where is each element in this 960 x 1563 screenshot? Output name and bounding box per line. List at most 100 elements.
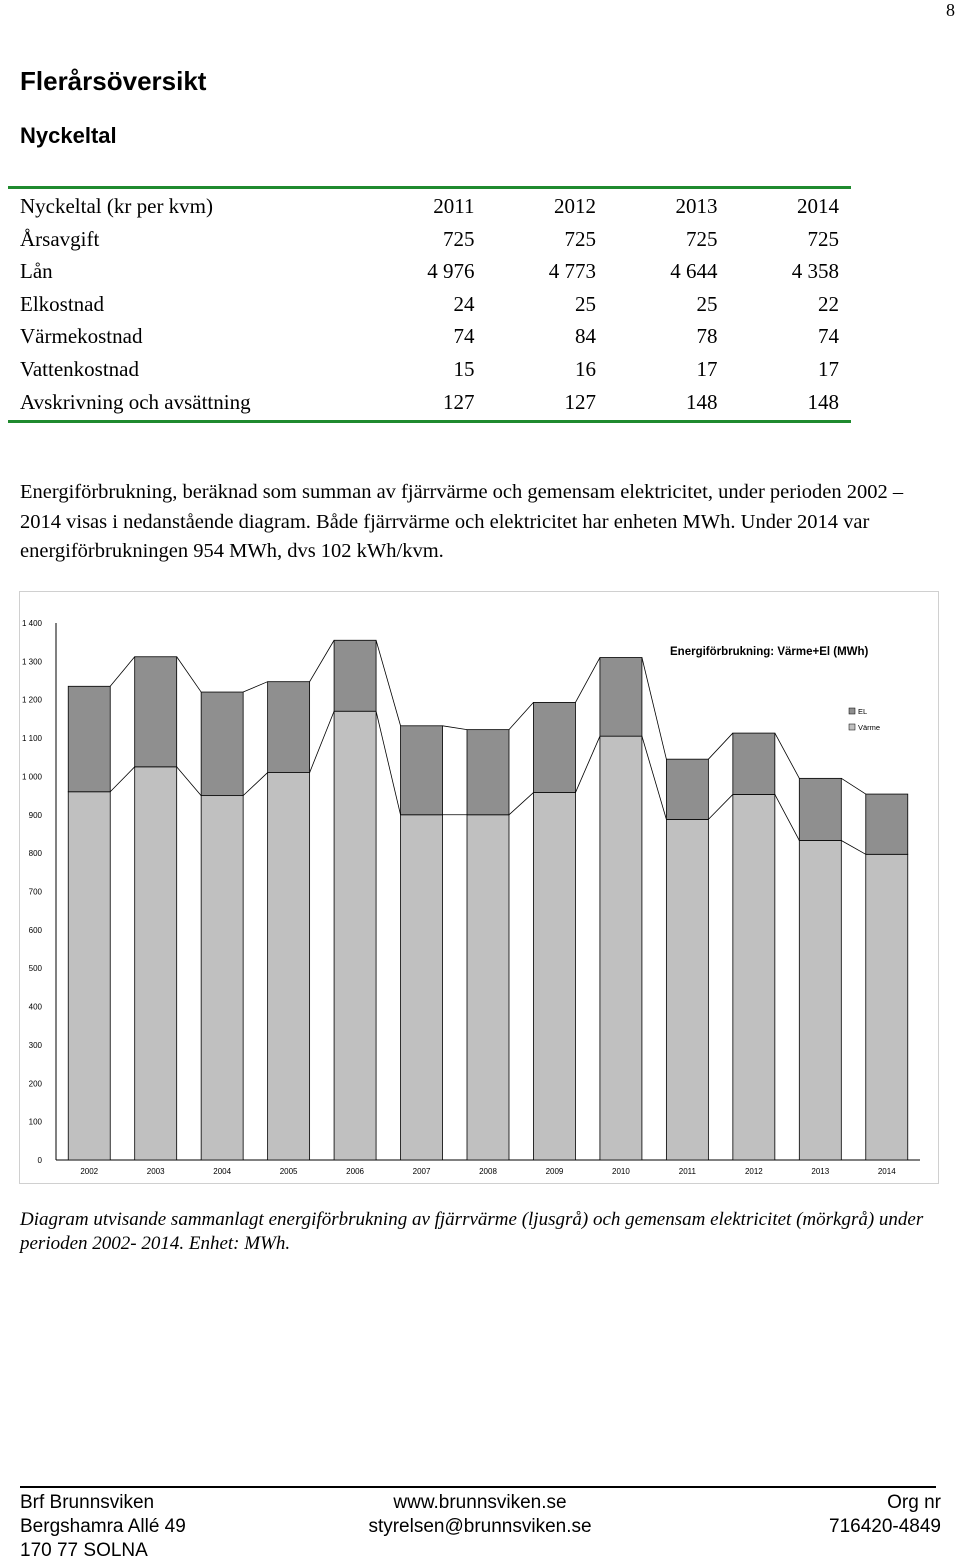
footer-right: Org nr 716420-4849 <box>829 1491 941 1539</box>
bar-varme <box>798 840 842 1161</box>
bar-el <box>798 777 842 841</box>
table-bottom-rule <box>8 420 851 423</box>
key-figures-table: Nyckeltal (kr per kvm) 2011 2012 2013 2014 År… <box>20 190 839 418</box>
y-tick-label: 1 300 <box>22 657 43 666</box>
bar-el <box>466 729 510 816</box>
y-tick-label: 100 <box>29 1118 43 1127</box>
y-tick-label: 700 <box>29 888 43 897</box>
footer-postcode: 170 77 SOLNA <box>20 1540 148 1561</box>
x-tick-label: 2009 <box>546 1167 564 1176</box>
cell-value: 74 <box>818 324 839 349</box>
energy-chart-frame <box>19 591 939 1184</box>
bar-varme <box>732 794 776 1161</box>
legend-label-el: EL <box>858 707 867 716</box>
connector-line <box>375 711 401 815</box>
cell-value: 725 <box>807 226 840 251</box>
cell-value: 127 <box>443 389 475 414</box>
connector-line <box>708 732 734 760</box>
x-tick-label: 2013 <box>811 1167 829 1176</box>
bar-varme <box>400 814 443 1161</box>
table-row: Avskrivning och avsättning 127 127 148 148 <box>20 386 839 419</box>
connector-line <box>309 711 335 773</box>
x-tick-label: 2010 <box>612 1167 630 1176</box>
y-tick-label: 400 <box>29 1003 43 1012</box>
cell-value: 15 <box>453 356 475 381</box>
cell-value: 725 <box>686 226 718 251</box>
bar-varme <box>333 710 377 1161</box>
x-tick-label: 2011 <box>679 1167 697 1176</box>
row-label: Nyckeltal (kr per kvm) <box>20 194 214 218</box>
connector-line <box>774 732 800 779</box>
cell-value: 4 358 <box>791 259 839 284</box>
footer-website[interactable]: www.brunnsviken.se <box>393 1492 567 1513</box>
bar-varme <box>466 814 510 1161</box>
table-row: Årsavgift 725 725 725 725 <box>20 223 839 256</box>
footer-address: Bergshamra Allé 49 <box>20 1516 186 1537</box>
y-tick-label: 900 <box>29 811 43 820</box>
x-tick-label: 2012 <box>745 1167 763 1176</box>
connector-line <box>575 735 601 793</box>
table-row: Elkostnad 24 25 25 22 <box>20 288 839 321</box>
cell-value: 24 <box>453 291 475 316</box>
bar-el <box>599 657 643 737</box>
row-label: Lån <box>20 259 53 284</box>
bar-el <box>267 681 311 773</box>
y-tick-label: 1 400 <box>22 619 43 628</box>
bar-varme <box>865 853 909 1161</box>
connector-line <box>841 840 866 855</box>
footer-orgnr-label: Org nr <box>887 1492 941 1513</box>
footer-left: Brf Brunnsviken Bergshamra Allé 49 170 7… <box>20 1491 186 1563</box>
cell-value: 725 <box>443 226 475 251</box>
cell-value: 148 <box>686 389 718 414</box>
energy-paragraph: Energiförbrukning, beräknad som summan a… <box>20 481 904 562</box>
connector-line <box>708 794 734 820</box>
bar-el <box>533 701 576 793</box>
cell-value: 74 <box>453 324 475 349</box>
footer-rule <box>20 1486 936 1488</box>
connector-line <box>442 725 468 731</box>
y-tick-label: 300 <box>29 1041 43 1050</box>
bar-el <box>134 656 178 768</box>
cell-value: 4 976 <box>427 259 475 284</box>
x-tick-label: 2002 <box>80 1167 98 1176</box>
legend-label-varme: Värme <box>858 723 880 732</box>
cell-value: 2011 <box>433 194 475 218</box>
x-tick-label: 2003 <box>147 1167 165 1176</box>
cell-value: 25 <box>696 291 718 316</box>
connector-line <box>242 772 268 796</box>
connector-line <box>109 656 136 687</box>
connector-line <box>309 640 335 682</box>
y-tick-label: 1 000 <box>22 772 43 781</box>
section-title: Nyckeltal <box>20 123 117 148</box>
chart-title: Energiförbrukning: Värme+El (MWh) <box>670 646 869 658</box>
bar-el <box>400 725 443 816</box>
cell-value: 17 <box>818 356 839 381</box>
bar-varme <box>533 792 576 1161</box>
bar-varme <box>67 791 111 1161</box>
connector-line <box>641 657 667 760</box>
x-tick-label: 2008 <box>479 1167 497 1176</box>
y-tick-label: 200 <box>29 1079 43 1088</box>
footer-center: www.brunnsviken.se styrelsen@brunnsviken… <box>368 1491 591 1539</box>
bar-varme <box>599 735 643 1161</box>
row-label: Årsavgift <box>20 226 100 251</box>
cell-value: 25 <box>575 291 596 316</box>
cell-value: 725 <box>564 226 597 251</box>
table-row: Vattenkostnad 15 16 17 17 <box>20 353 839 386</box>
cell-value: 4 644 <box>670 259 718 284</box>
bar-varme <box>267 772 311 1161</box>
footer-email[interactable]: styrelsen@brunnsviken.se <box>368 1516 592 1537</box>
cell-value: 78 <box>696 324 718 349</box>
connector-line <box>841 778 866 795</box>
connector-line <box>774 794 800 841</box>
connector-line <box>641 736 667 820</box>
bar-el <box>665 758 709 820</box>
page-title: Flerårsöversikt <box>20 66 207 96</box>
footer-orgnr: 716420-4849 <box>829 1516 941 1537</box>
cell-value: 2014 <box>797 194 839 218</box>
bar-varme <box>134 766 178 1161</box>
connector-line <box>375 640 401 726</box>
y-tick-label: 500 <box>29 964 43 973</box>
cell-value: 4 773 <box>548 259 596 284</box>
y-tick-label: 800 <box>29 849 43 858</box>
